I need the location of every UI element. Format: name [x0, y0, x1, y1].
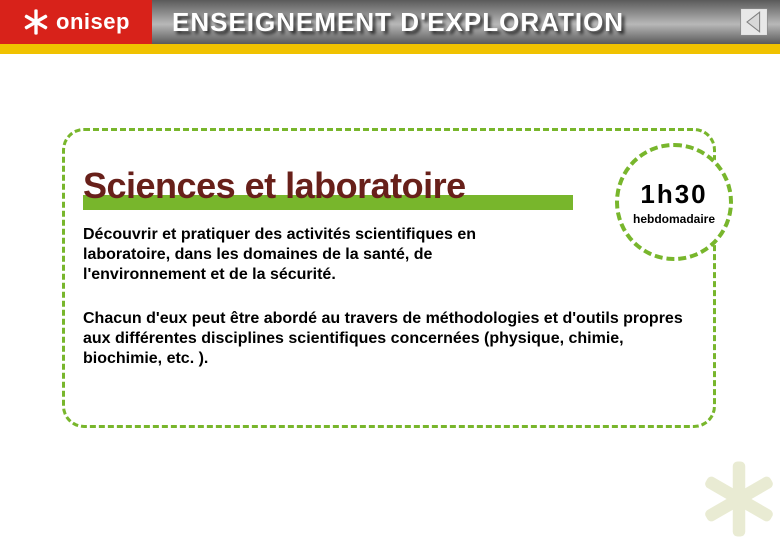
paragraph-2: Chacun d'eux peut être abordé au travers…	[83, 309, 683, 369]
badge-frequency: hebdomadaire	[633, 212, 715, 226]
page-title: ENSEIGNEMENT D'EXPLORATION	[172, 7, 624, 38]
asterisk-icon	[22, 8, 50, 36]
back-arrow-icon[interactable]	[740, 8, 768, 36]
section-heading: Sciences et laboratoire	[83, 165, 466, 207]
badge-duration: 1h30	[640, 179, 707, 210]
accent-strip	[0, 44, 780, 54]
paragraph-1: Découvrir et pratiquer des activités sci…	[83, 225, 533, 285]
brand-logo: onisep	[0, 0, 152, 44]
corner-asterisk-icon	[700, 460, 778, 538]
brand-name: onisep	[56, 9, 130, 35]
header-title-bar: ENSEIGNEMENT D'EXPLORATION	[152, 0, 780, 44]
duration-badge: 1h30 hebdomadaire	[615, 143, 733, 261]
content-card: Sciences et laboratoire 1h30 hebdomadair…	[62, 128, 716, 428]
header-bar: onisep ENSEIGNEMENT D'EXPLORATION	[0, 0, 780, 44]
